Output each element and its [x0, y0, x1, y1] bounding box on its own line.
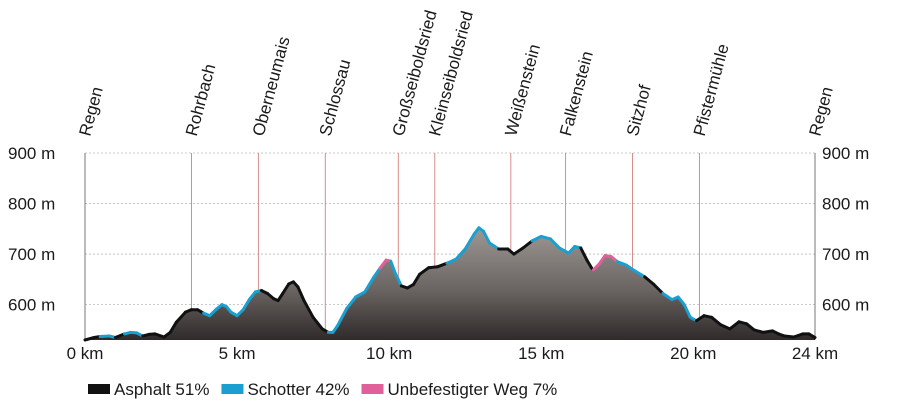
- profile-segment-asphalt: [761, 329, 774, 334]
- x-tick-label: 10 km: [366, 344, 412, 363]
- profile-segment-asphalt: [412, 272, 422, 286]
- profile-segment-schotter: [482, 229, 491, 245]
- profile-segment-asphalt: [512, 246, 525, 256]
- legend: Asphalt 51% Schotter 42% Unbefestigter Weg…: [88, 380, 557, 399]
- profile-segment-asphalt: [579, 246, 589, 262]
- profile-segment-asphalt: [792, 332, 805, 339]
- profile-segment-asphalt: [643, 275, 656, 286]
- legend-label-unbefestigt: Unbefestigter Weg 7%: [388, 380, 558, 399]
- profile-segment-schotter: [345, 295, 358, 311]
- waypoint-label: Sitzhof: [623, 83, 655, 138]
- profile-segment-asphalt: [418, 266, 431, 276]
- waypoint-label: Falkenstein: [556, 49, 597, 138]
- profile-segment-asphalt: [302, 299, 315, 319]
- waypoint-label: Oberneumais: [249, 35, 294, 139]
- profile-segment-asphalt: [752, 328, 765, 334]
- profile-segment-schotter: [682, 303, 692, 319]
- profile-segment-schotter: [393, 271, 403, 288]
- profile-segment-schotter: [354, 290, 367, 299]
- profile-segment-asphalt: [436, 261, 449, 269]
- y-tick-label-right: 900 m: [822, 144, 869, 163]
- y-tick-label-right: 700 m: [822, 245, 869, 264]
- profile-segment-unbefestigt: [597, 254, 607, 266]
- waypoint-label: Regen: [76, 85, 107, 138]
- y-tick-label-right: 600 m: [822, 296, 869, 315]
- x-tick-label: 0 km: [67, 344, 104, 363]
- profile-segment-schotter: [389, 259, 397, 275]
- grid-lines: [84, 152, 816, 340]
- profile-segment-schotter: [98, 334, 111, 338]
- profile-segment-asphalt: [783, 334, 796, 339]
- profile-segment-unbefestigt: [378, 258, 388, 270]
- x-tick-label: 24 km: [792, 344, 838, 363]
- profile-segment-schotter: [548, 237, 561, 250]
- elevation-area-fill: [85, 227, 815, 340]
- profile-segment-asphalt: [807, 332, 817, 339]
- profile-segment-asphalt: [113, 332, 126, 339]
- profile-segment-asphalt: [652, 282, 665, 295]
- x-tick-label: 15 km: [518, 344, 564, 363]
- profile-segment-schotter: [488, 241, 501, 251]
- profile-segment-schotter: [558, 246, 571, 255]
- y-tick-label-left: 700 m: [8, 245, 55, 264]
- profile-segment-schotter: [634, 269, 647, 279]
- y-tick-label-left: 600 m: [8, 296, 55, 315]
- profile-segment-asphalt: [311, 315, 324, 331]
- waypoint-label: Rohrbach: [182, 62, 219, 138]
- legend-label-schotter: Schotter 42%: [247, 380, 349, 399]
- waypoint-label: Pfistermühle: [690, 42, 733, 138]
- y-tick-label-left: 800 m: [8, 195, 55, 214]
- profile-segment-asphalt: [168, 320, 178, 334]
- profile-segment-asphalt: [694, 314, 706, 323]
- waypoint-label: Weißenstein: [501, 42, 544, 138]
- legend-swatch-schotter: [221, 384, 244, 394]
- profile-segment-asphalt: [719, 323, 732, 331]
- y-tick-label-right: 800 m: [822, 195, 869, 214]
- profile-segment-schotter: [454, 247, 467, 261]
- profile-segment-asphalt: [745, 322, 756, 332]
- x-tick-label: 20 km: [670, 344, 716, 363]
- profile-segment-asphalt: [83, 336, 96, 342]
- profile-segment-asphalt: [153, 332, 166, 339]
- profile-segment-asphalt: [728, 320, 741, 331]
- legend-swatch-asphalt: [88, 384, 110, 394]
- profile-segment-schotter: [624, 263, 637, 273]
- elevation-area: [85, 227, 815, 340]
- x-tick-label: 5 km: [219, 344, 256, 363]
- profile-segment-schotter: [241, 298, 251, 312]
- profile-segment-schotter: [615, 260, 628, 267]
- profile-segment-schotter: [445, 257, 458, 265]
- profile-segment-schotter: [530, 234, 543, 243]
- profile-segment-schotter: [676, 295, 686, 307]
- profile-segment-asphalt: [281, 282, 291, 295]
- profile-segment-asphalt: [585, 258, 595, 272]
- profile-segment-schotter: [539, 234, 552, 241]
- y-tick-label-left: 900 m: [8, 144, 55, 163]
- legend-label-asphalt: Asphalt 51%: [114, 380, 209, 399]
- surface-line: [83, 226, 817, 342]
- legend-swatch-unbefestigt: [361, 384, 384, 394]
- profile-segment-schotter: [463, 232, 476, 251]
- profile-segment-asphalt: [521, 239, 534, 250]
- profile-segment-asphalt: [174, 310, 187, 324]
- profile-segment-schotter: [661, 292, 674, 302]
- profile-segment-schotter: [247, 290, 257, 302]
- profile-segment-schotter: [336, 307, 349, 328]
- profile-segment-asphalt: [296, 285, 306, 303]
- waypoint-label: Regen: [806, 85, 837, 138]
- profile-segment-asphalt: [710, 315, 723, 327]
- profile-segment-asphalt: [427, 265, 440, 270]
- profile-segment-schotter: [372, 266, 382, 279]
- profile-segment-schotter: [363, 275, 376, 294]
- waypoint-label: Schlossau: [316, 57, 355, 138]
